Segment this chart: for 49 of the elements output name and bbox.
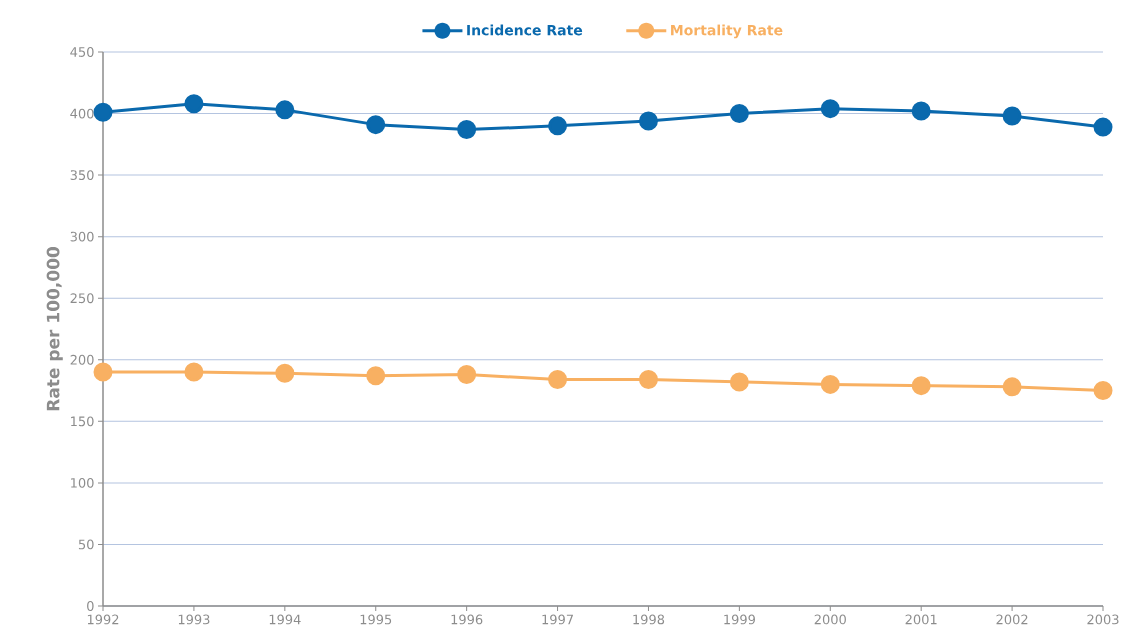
point bbox=[184, 94, 204, 114]
y-tick-label: 400 bbox=[70, 108, 94, 119]
point bbox=[548, 369, 568, 389]
y-tick-label: 50 bbox=[78, 539, 94, 550]
y-tick-label: 350 bbox=[70, 170, 94, 181]
point bbox=[729, 104, 749, 124]
y-tick-label: 150 bbox=[71, 416, 94, 427]
x-tick-label: 1993 bbox=[178, 614, 210, 625]
x-tick-label: 2000 bbox=[814, 614, 846, 625]
point bbox=[820, 374, 840, 394]
point bbox=[548, 116, 568, 136]
y-tick-label: 0 bbox=[87, 601, 94, 611]
point bbox=[638, 369, 658, 389]
point bbox=[366, 115, 386, 135]
point bbox=[911, 376, 931, 396]
y-tick-label: 250 bbox=[70, 293, 94, 304]
point bbox=[1093, 117, 1113, 137]
x-tick-label: 1994 bbox=[269, 614, 301, 625]
y-tick-label: 300 bbox=[70, 231, 94, 242]
x-tick-label: 1996 bbox=[451, 614, 483, 625]
point bbox=[638, 111, 658, 131]
point bbox=[184, 362, 204, 382]
x-tick-label: 1999 bbox=[724, 614, 755, 625]
point bbox=[275, 100, 295, 120]
x-tick-label: 1992 bbox=[87, 614, 119, 625]
x-tick-label: 2001 bbox=[905, 614, 937, 625]
x-tick-label: 1998 bbox=[633, 614, 665, 625]
point bbox=[1002, 377, 1022, 397]
point bbox=[457, 120, 477, 140]
point bbox=[457, 365, 477, 385]
point bbox=[1093, 381, 1113, 401]
point bbox=[1002, 106, 1022, 126]
x-tick-label: 2003 bbox=[1087, 614, 1119, 625]
point bbox=[93, 102, 113, 122]
y-axis-title: Rate per 100,000 bbox=[46, 247, 63, 411]
legend-label: Mortality Rate bbox=[671, 24, 783, 39]
y-tick-label: 450 bbox=[70, 47, 94, 57]
x-tick-label: 1995 bbox=[360, 614, 392, 625]
y-tick-label: 100 bbox=[71, 477, 94, 488]
y-tick-label: 200 bbox=[70, 354, 94, 365]
point bbox=[93, 362, 113, 382]
legend-label: Incidence Rate bbox=[467, 24, 583, 36]
point bbox=[275, 363, 295, 383]
point bbox=[729, 372, 749, 392]
point bbox=[820, 99, 840, 119]
x-tick-label: 2002 bbox=[996, 614, 1028, 625]
x-tick-label: 1997 bbox=[542, 614, 573, 625]
point bbox=[366, 366, 386, 386]
point bbox=[911, 101, 931, 121]
